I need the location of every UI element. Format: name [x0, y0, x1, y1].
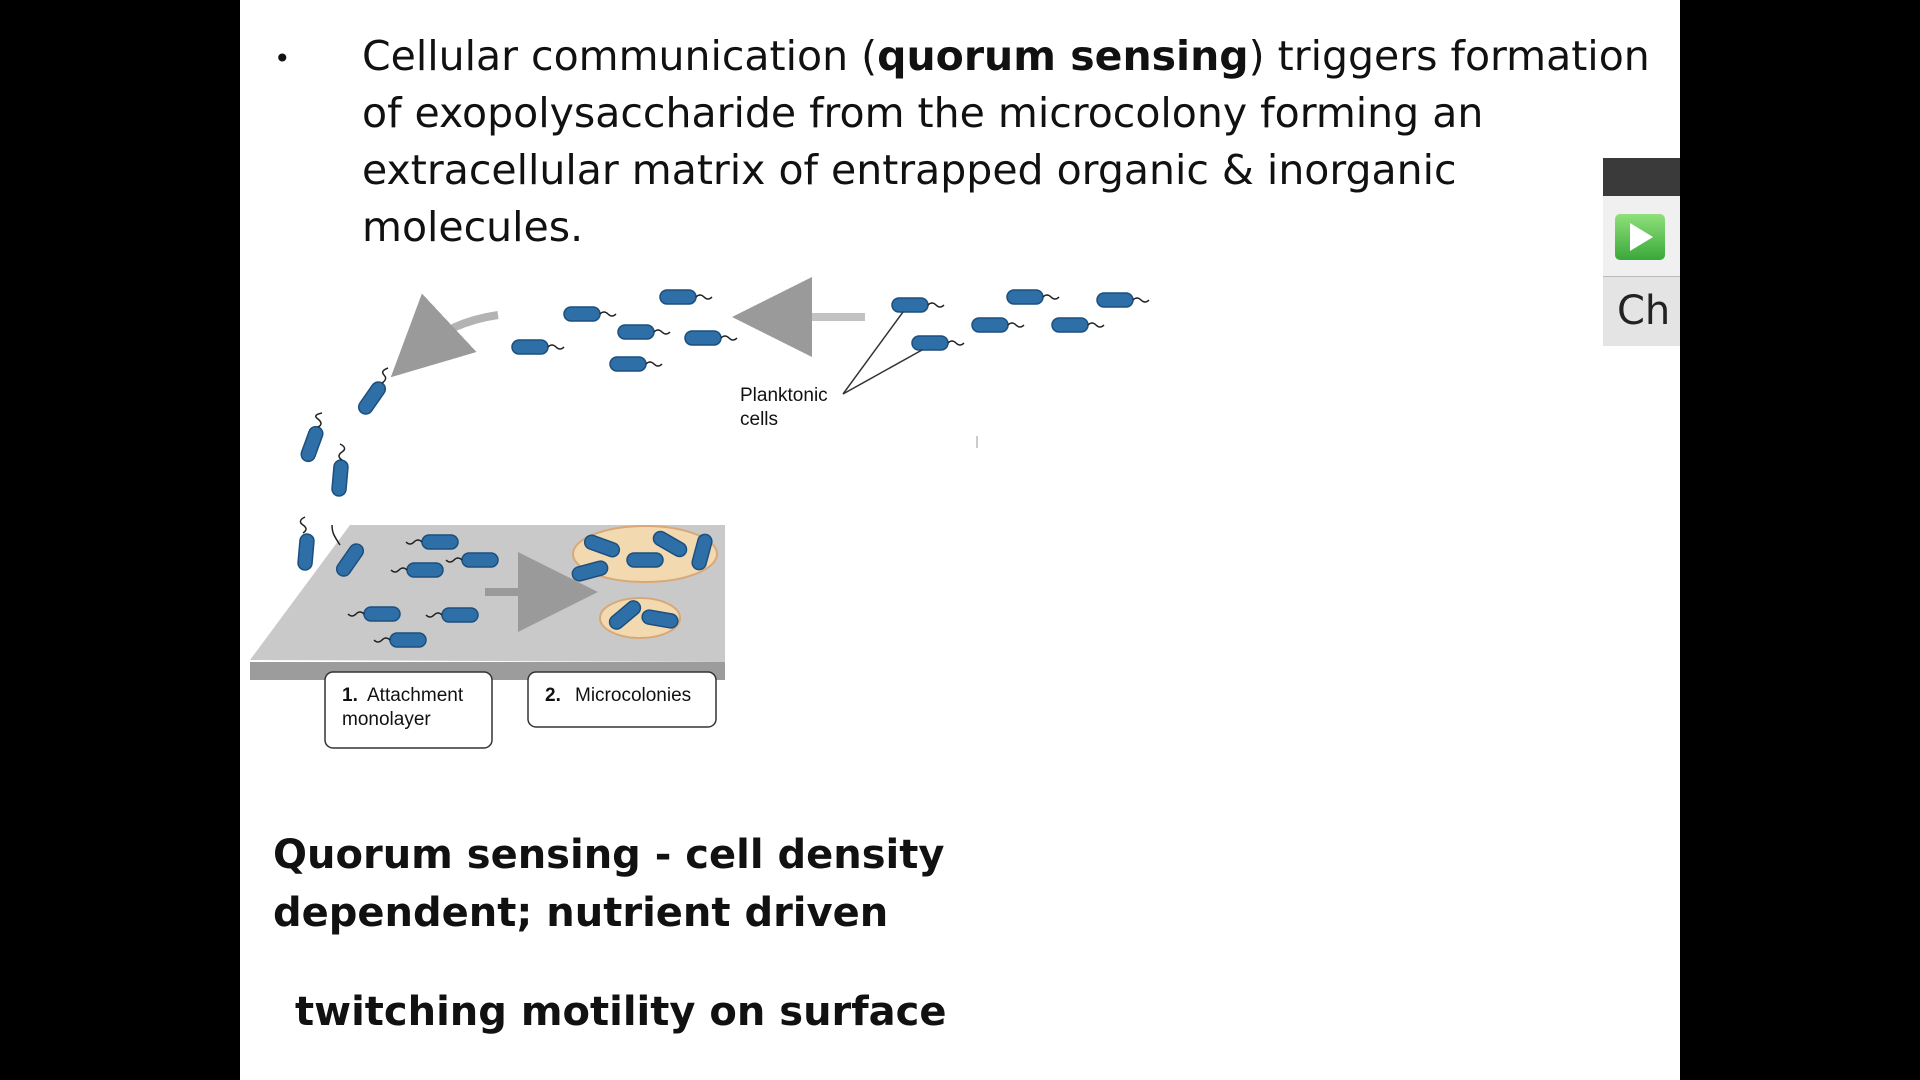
biofilm-diagram: Planktonic cells 1. Attachment monolayer…: [250, 277, 1150, 749]
bullet-dot: •: [274, 42, 291, 75]
play-icon[interactable]: [1615, 214, 1665, 260]
heading-line1: Quorum sensing - cell density: [273, 832, 945, 878]
bullet-text-part1: Cellular communication (: [362, 32, 878, 80]
step1-label-box: 1. Attachment monolayer: [324, 671, 493, 749]
bullet-text: Cellular communication (quorum sensing) …: [362, 28, 1662, 256]
step1-number: 1.: [342, 685, 358, 706]
planktonic-label-line2: cells: [740, 409, 778, 430]
step2-label-box: 2. Microcolonies: [527, 671, 717, 728]
heading-line2: dependent; nutrient driven: [273, 890, 889, 936]
play-button[interactable]: [1603, 196, 1680, 277]
planktonic-label-line1: Planktonic: [740, 385, 828, 406]
side-panel-widget[interactable]: Ch: [1603, 158, 1680, 346]
slide: • Cellular communication (quorum sensing…: [240, 0, 1680, 1080]
bullet-text-part2: ) triggers formation of exopolysaccharid…: [362, 32, 1650, 251]
process-arrows: [390, 277, 865, 632]
twitching-motility-text: twitching motility on surface: [295, 989, 947, 1035]
monolayer-cells: [347, 534, 499, 648]
planktonic-leader-lines: [842, 311, 923, 395]
step1-line2: monolayer: [342, 709, 431, 730]
step1-line1: Attachment: [367, 685, 464, 706]
attaching-cells: [296, 367, 389, 580]
quorum-sensing-heading: Quorum sensing - cell density dependent;…: [273, 826, 973, 942]
side-panel-label[interactable]: Ch: [1603, 277, 1680, 346]
step2-label: Microcolonies: [575, 685, 691, 706]
bullet-text-bold: quorum sensing: [877, 32, 1249, 80]
planktonic-cells: [511, 289, 1150, 372]
step2-number: 2.: [545, 685, 561, 706]
side-panel-header: [1603, 158, 1680, 196]
